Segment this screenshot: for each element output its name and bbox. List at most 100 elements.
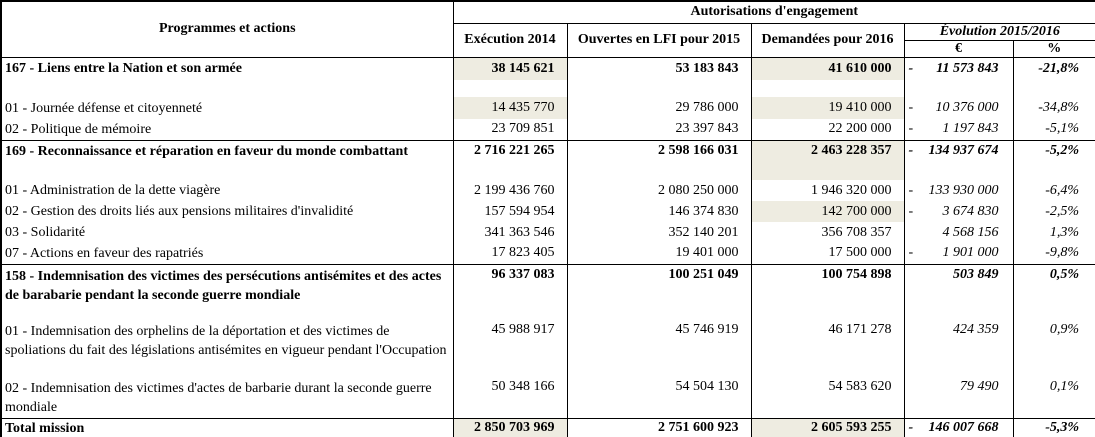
exec-2014-cell: 2 716 221 265	[452, 139, 568, 162]
lfi-2015-cell: 54 504 130	[566, 377, 752, 418]
table-row-action-01-orphelins: 01 - Indemnisation des orphelins de la d…	[0, 320, 1095, 377]
evolution-pct-cell: -21,8%	[1012, 56, 1095, 80]
exec-2014-cell: 17 823 405	[452, 243, 568, 264]
minus-sign: -	[908, 182, 914, 198]
spacer-row	[0, 162, 1095, 180]
dem-2016-cell: 46 171 278	[750, 320, 905, 377]
dem-2016-cell: 2 605 593 255	[750, 417, 905, 437]
minus-sign: -	[908, 100, 914, 115]
exec-2014-cell: 157 594 954	[452, 201, 568, 222]
dem-2016-cell: 22 200 000	[750, 119, 905, 140]
program-label: 169 - Reconnaissance et réparation en fa…	[0, 139, 454, 162]
minus-sign: -	[908, 420, 914, 436]
dem-2016-cell: 19 410 000	[750, 97, 905, 119]
exec-2014-cell: 2 199 436 760	[452, 180, 568, 201]
evolution-pct-cell: -5,1%	[1012, 119, 1095, 140]
dem-2016-cell: 1 946 320 000	[750, 180, 905, 201]
header-autorisations: Autorisations d'engagement	[452, 1, 1095, 24]
evolution-pct-cell: -5,3%	[1012, 417, 1095, 437]
program-label: 158 - Indemnisation des victimes des per…	[0, 263, 454, 320]
evolution-pct-cell: -2,5%	[1012, 201, 1095, 222]
table-row-action-02-memoire: 02 - Politique de mémoire 23 709 851 23 …	[0, 119, 1095, 140]
evolution-pct-cell: -9,8%	[1012, 243, 1095, 264]
evolution-eur-cell: -11 573 843	[903, 56, 1014, 80]
evolution-eur-cell: -10 376 000	[903, 97, 1014, 119]
dem-2016-cell: 41 610 000	[750, 56, 905, 80]
action-label: 02 - Gestion des droits liés aux pension…	[0, 201, 454, 222]
action-label: 02 - Politique de mémoire	[0, 119, 454, 140]
header-row-columns: Exécution 2014 Ouvertes en LFI pour 2015…	[1, 23, 1095, 57]
table-row-action-01-dette: 01 - Administration de la dette viagère …	[0, 180, 1095, 201]
dem-2016-cell: 17 500 000	[750, 243, 905, 264]
total-label: Total mission	[0, 417, 454, 437]
evolution-pct-cell: 0,1%	[1012, 377, 1095, 418]
dem-2016-cell: 100 754 898	[750, 263, 905, 320]
table-row-program-158: 158 - Indemnisation des victimes des per…	[0, 263, 1095, 320]
evolution-eur-cell: -3 674 830	[903, 201, 1014, 222]
header-programs: Programmes et actions	[0, 1, 454, 57]
dem-2016-cell: 356 708 357	[750, 222, 905, 243]
lfi-2015-cell: 45 746 919	[566, 320, 752, 377]
evolution-pct-cell: -6,4%	[1012, 180, 1095, 201]
lfi-2015-cell: 29 786 000	[566, 97, 752, 119]
lfi-2015-cell: 100 251 049	[566, 263, 752, 320]
lfi-2015-cell: 2 751 600 923	[566, 417, 752, 437]
header-evolution: Évolution 2015/2016	[903, 23, 1095, 41]
evolution-eur-cell: -134 937 674	[903, 139, 1014, 162]
table-row-action-03-solidarite: 03 - Solidarité 341 363 546 352 140 201 …	[0, 222, 1095, 243]
exec-2014-cell: 14 435 770	[452, 97, 568, 119]
table-row-program-169: 169 - Reconnaissance et réparation en fa…	[0, 139, 1095, 162]
evolution-eur-cell: 503 849	[903, 263, 1014, 320]
lfi-2015-cell: 2 080 250 000	[566, 180, 752, 201]
exec-2014-cell: 23 709 851	[452, 119, 568, 140]
table-row-action-02-pensions: 02 - Gestion des droits liés aux pension…	[0, 201, 1095, 222]
evolution-eur-cell: 79 490	[903, 377, 1014, 418]
table-row-action-02-barbarie: 02 - Indemnisation des victimes d'actes …	[0, 377, 1095, 418]
action-label: 07 - Actions en faveur des rapatriés	[0, 243, 454, 264]
lfi-2015-cell: 53 183 843	[566, 56, 752, 80]
dem-2016-cell: 2 463 228 357	[750, 139, 905, 162]
table-row-program-167: 167 - Liens entre la Nation et son armée…	[0, 56, 1095, 80]
action-label: 01 - Administration de la dette viagère	[0, 180, 454, 201]
evolution-pct-cell: -5,2%	[1012, 139, 1095, 162]
header-evolution-eur: €	[903, 40, 1014, 57]
action-label: 02 - Indemnisation des victimes d'actes …	[0, 377, 454, 418]
header-row-evolution-sub: € %	[1, 40, 1095, 57]
lfi-2015-cell: 23 397 843	[566, 119, 752, 140]
evolution-eur-cell: -133 930 000	[903, 180, 1014, 201]
minus-sign: -	[908, 203, 914, 219]
header-demandees-2016: Demandées pour 2016	[750, 23, 905, 57]
header-evolution-pct: %	[1012, 40, 1095, 57]
exec-2014-cell: 341 363 546	[452, 222, 568, 243]
evolution-eur-cell: 4 568 156	[903, 222, 1014, 243]
evolution-eur-cell: -1 197 843	[903, 119, 1014, 140]
lfi-2015-cell: 2 598 166 031	[566, 139, 752, 162]
dem-2016-cell: 54 583 620	[750, 377, 905, 418]
program-label: 167 - Liens entre la Nation et son armée	[0, 56, 454, 80]
minus-sign: -	[908, 143, 914, 159]
action-label: 01 - Journée défense et citoyenneté	[0, 97, 454, 119]
spacer-row	[0, 80, 1095, 97]
header-lfi-2015: Ouvertes en LFI pour 2015	[566, 23, 752, 57]
exec-2014-cell: 50 348 166	[452, 377, 568, 418]
exec-2014-cell: 38 145 621	[452, 56, 568, 80]
exec-2014-cell: 2 850 703 969	[452, 417, 568, 437]
evolution-pct-cell: 1,3%	[1012, 222, 1095, 243]
table-row-total-mission: Total mission 2 850 703 969 2 751 600 92…	[0, 417, 1095, 437]
evolution-pct-cell: 0,5%	[1012, 263, 1095, 320]
lfi-2015-cell: 352 140 201	[566, 222, 752, 243]
action-label: 01 - Indemnisation des orphelins de la d…	[0, 320, 454, 377]
minus-sign: -	[908, 245, 914, 261]
lfi-2015-cell: 146 374 830	[566, 201, 752, 222]
evolution-eur-cell: -1 901 000	[903, 243, 1014, 264]
exec-2014-cell: 45 988 917	[452, 320, 568, 377]
dem-2016-cell: 142 700 000	[750, 201, 905, 222]
evolution-eur-cell: 424 359	[903, 320, 1014, 377]
header-execution-2014: Exécution 2014	[452, 23, 568, 57]
action-label: 03 - Solidarité	[0, 222, 454, 243]
header-row-group: Programmes et actions Autorisations d'en…	[0, 1, 1095, 57]
evolution-pct-cell: 0,9%	[1012, 320, 1095, 377]
evolution-pct-cell: -34,8%	[1012, 97, 1095, 119]
